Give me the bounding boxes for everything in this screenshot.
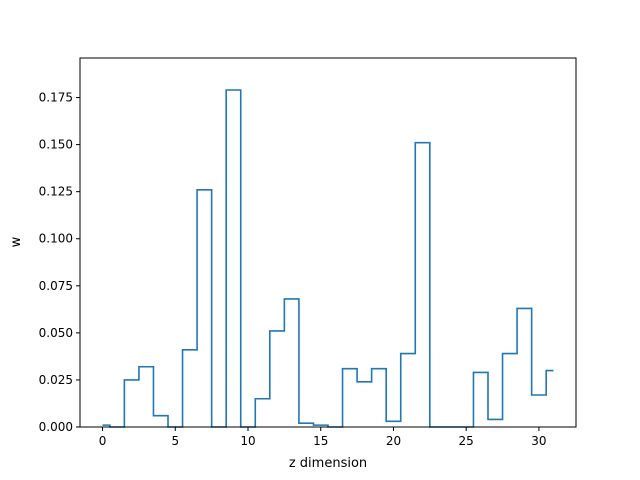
x-axis-ticks: 0 5 10 15 20 25 30 — [99, 427, 547, 448]
y-tick-label: 0.000 — [39, 420, 73, 434]
y-axis-ticks: 0.000 0.025 0.050 0.075 0.100 0.125 0.150 0.175 — [39, 91, 80, 434]
x-tick-label: 25 — [459, 434, 474, 448]
y-tick-label: 0.075 — [39, 279, 73, 293]
y-tick-label: 0.050 — [39, 326, 73, 340]
y-axis-label: w — [9, 236, 24, 247]
x-tick-label: 20 — [386, 434, 401, 448]
x-tick-label: 10 — [240, 434, 255, 448]
x-tick-label: 0 — [99, 434, 107, 448]
x-tick-label: 5 — [171, 434, 179, 448]
x-tick-label: 15 — [313, 434, 328, 448]
y-tick-label: 0.150 — [39, 138, 73, 152]
y-tick-label: 0.025 — [39, 373, 73, 387]
x-axis-label: z dimension — [289, 456, 367, 471]
y-tick-label: 0.100 — [39, 232, 73, 246]
y-tick-label: 0.175 — [39, 91, 73, 105]
x-tick-label: 30 — [531, 434, 546, 448]
axes-frame — [79, 57, 577, 428]
y-tick-label: 0.125 — [39, 185, 73, 199]
